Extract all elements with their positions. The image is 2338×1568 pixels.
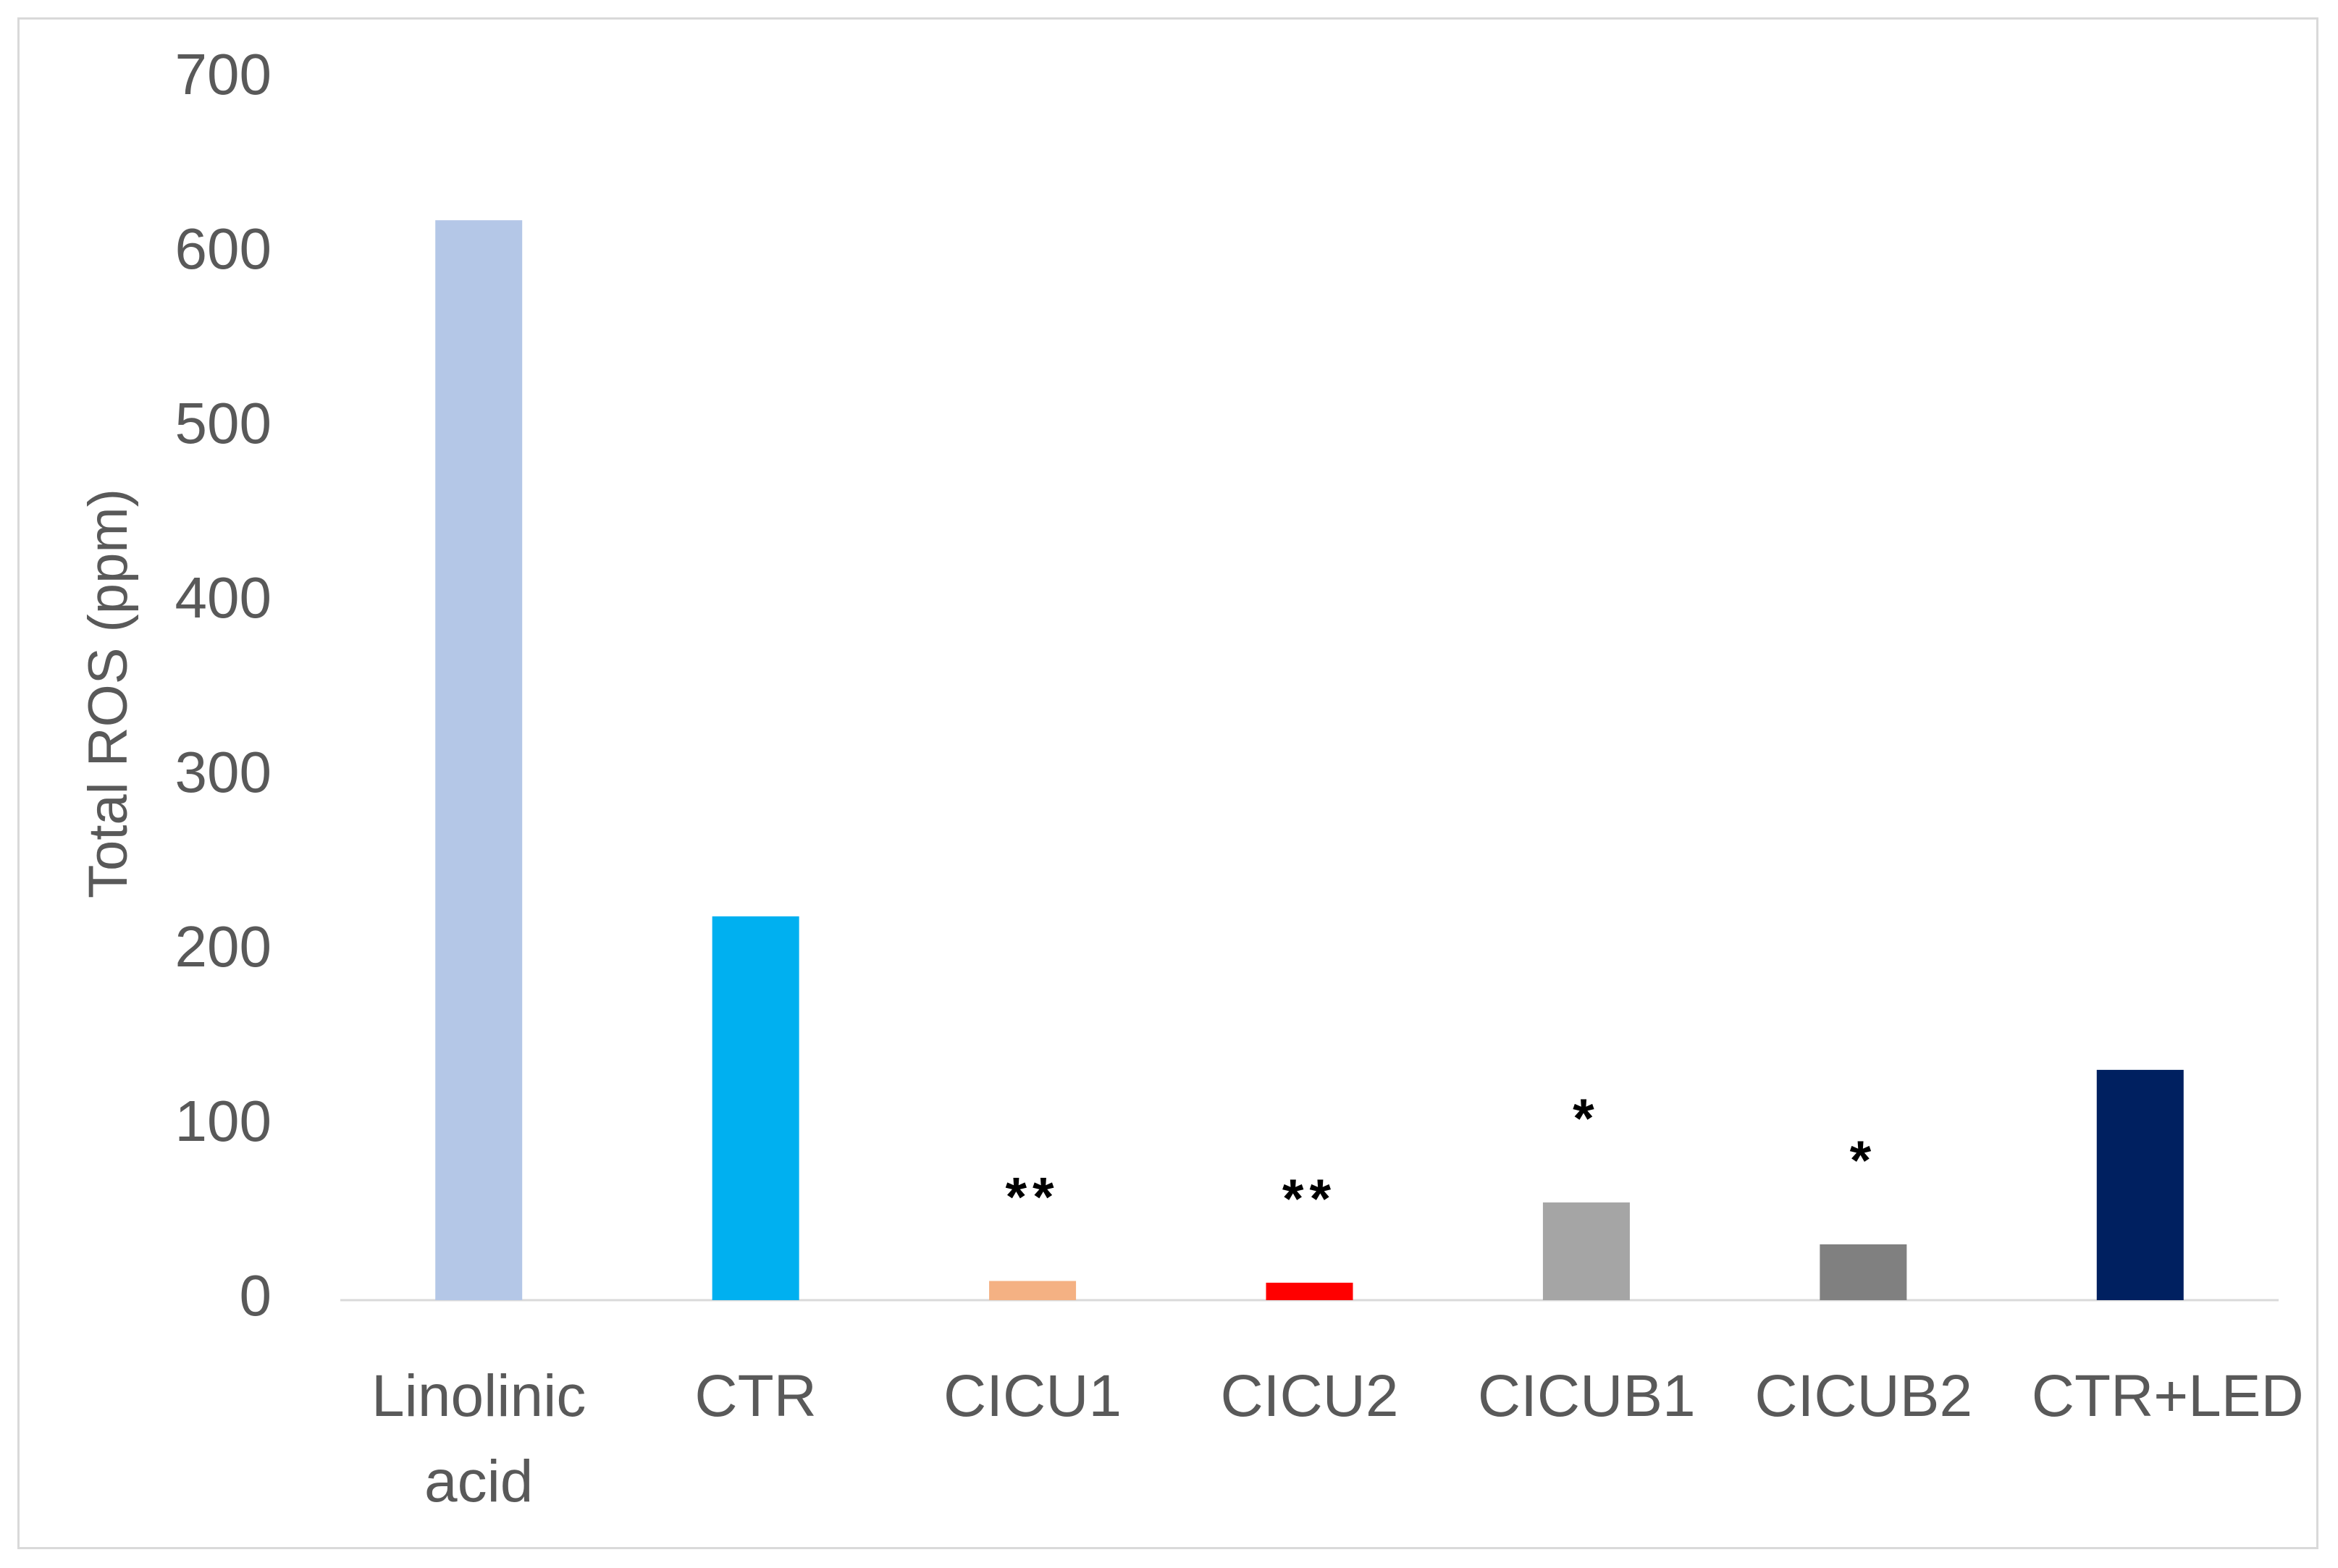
y-tick-label: 400	[175, 565, 272, 630]
bar	[435, 220, 523, 1301]
significance-mark: **	[1282, 1168, 1337, 1230]
bar	[2096, 1069, 2184, 1300]
y-tick-label: 100	[175, 1089, 272, 1153]
significance-mark: *	[1573, 1088, 1600, 1150]
x-tick-label-box: Linolinic acid	[340, 1354, 617, 1525]
x-tick-label: CICU2	[1220, 1363, 1399, 1429]
y-tick-label: 0	[240, 1263, 272, 1328]
x-tick-label-box: CICU2	[1171, 1354, 1447, 1439]
significance-mark: **	[1005, 1167, 1059, 1228]
x-tick-label: CICUB2	[1754, 1363, 1973, 1429]
bar	[712, 916, 799, 1300]
bar	[1542, 1202, 1630, 1300]
x-tick-label: CTR+LED	[2031, 1363, 2304, 1429]
y-tick-label: 500	[175, 391, 272, 455]
y-tick-label: 300	[175, 740, 272, 804]
bar	[989, 1281, 1077, 1300]
bar	[1820, 1244, 1907, 1300]
bar	[1266, 1282, 1353, 1300]
x-tick-label: Linolinic acid	[371, 1363, 586, 1514]
x-tick-label: CTR	[694, 1363, 817, 1429]
x-tick-label-box: CICUB1	[1448, 1354, 1725, 1439]
y-axis-label: Total ROS (ppm)	[77, 489, 139, 898]
significance-mark: *	[1850, 1130, 1877, 1192]
y-tick-label: 700	[175, 42, 272, 106]
chart-frame	[17, 17, 2318, 1549]
x-tick-label: CICU1	[943, 1363, 1122, 1429]
x-tick-label-box: CICU1	[894, 1354, 1171, 1439]
y-tick-label: 200	[175, 914, 272, 979]
y-tick-label: 600	[175, 216, 272, 281]
x-tick-label-box: CICUB2	[1725, 1354, 2001, 1439]
x-tick-label-box: CTR+LED	[2002, 1354, 2304, 1439]
x-tick-label-box: CTR	[617, 1354, 893, 1439]
x-tick-label: CICUB1	[1477, 1363, 1696, 1429]
